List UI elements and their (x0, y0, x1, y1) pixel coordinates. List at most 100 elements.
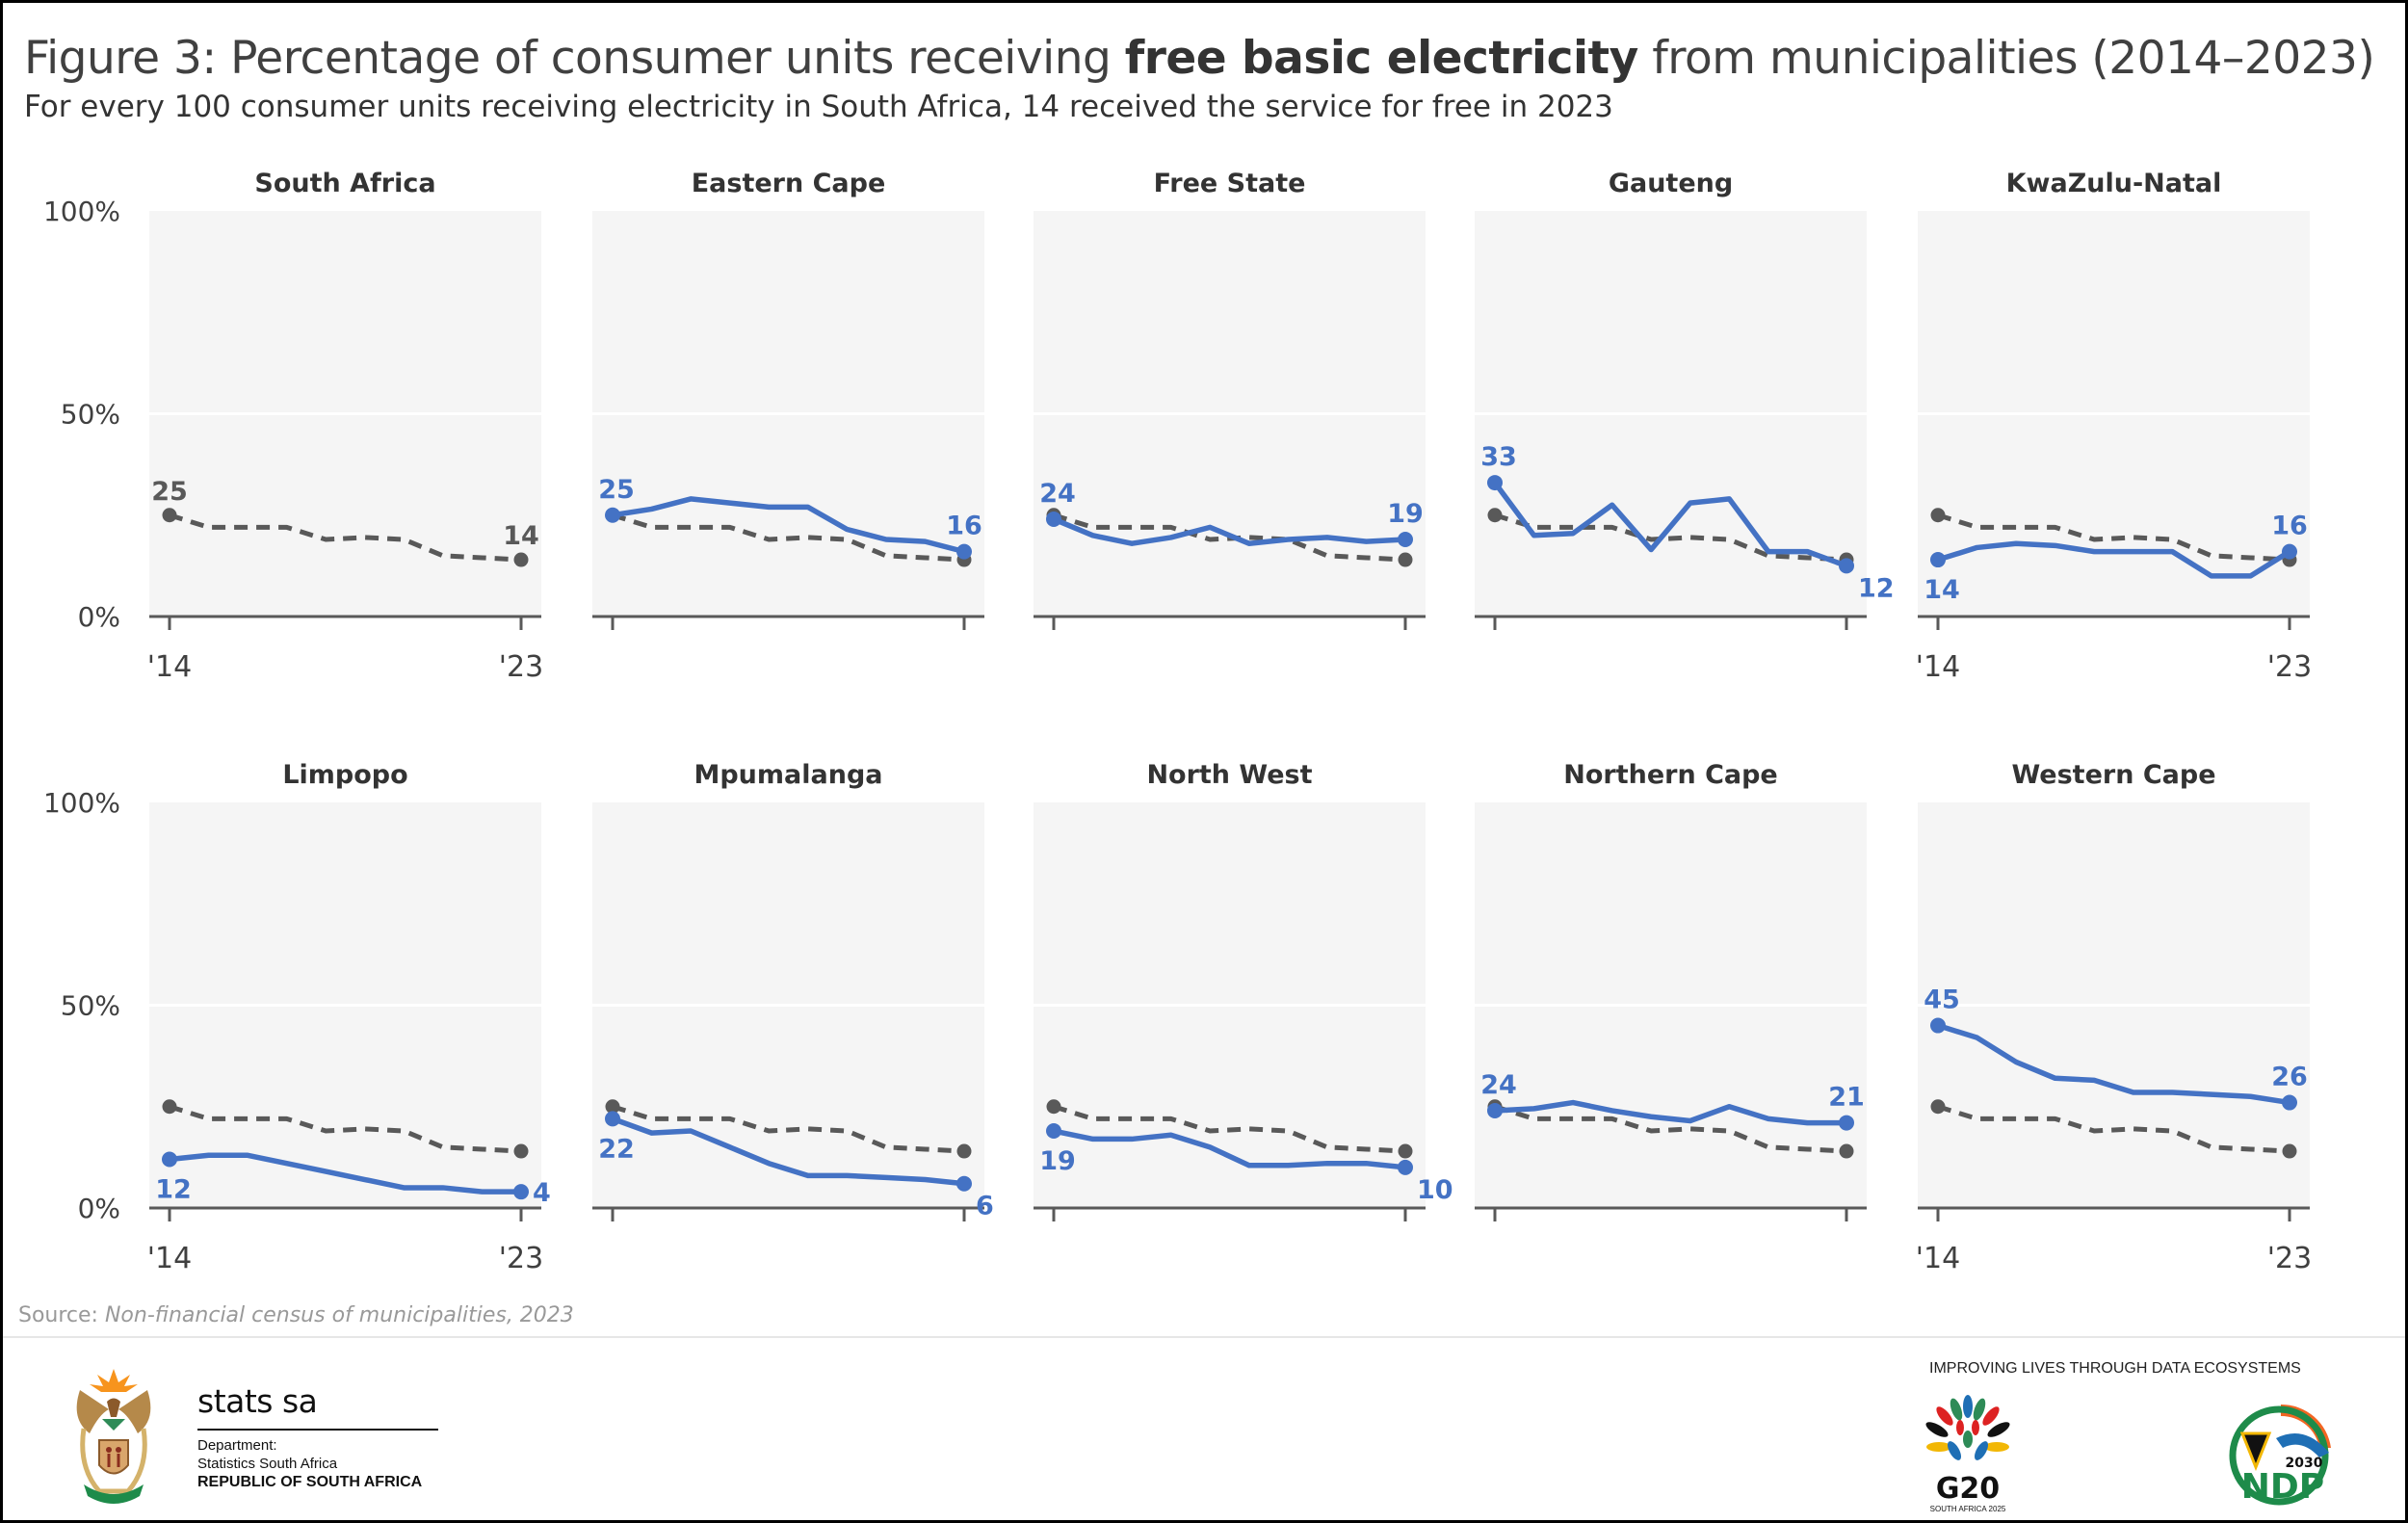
y-tick-label: 0% (78, 1193, 120, 1224)
province-series-line (1937, 1022, 2290, 1106)
national-series-line (1053, 1104, 1406, 1154)
data-label-2023: 12 (1858, 573, 1895, 603)
y-tick-label: 0% (78, 601, 120, 633)
national-series-line (169, 512, 522, 563)
panel-title: North West (1146, 760, 1312, 790)
data-label-2014: 45 (1924, 985, 1960, 1015)
national-point-2014 (1930, 1099, 1946, 1115)
province-series-line (612, 1116, 965, 1187)
province-point-2023 (2282, 1094, 2297, 1111)
panel-mpumalanga: Mpumalanga 22 6 (592, 760, 994, 1221)
figure-subtitle: For every 100 consumer units receiving e… (24, 90, 1613, 124)
data-label-2014: 24 (1039, 479, 1076, 509)
national-point-2014 (605, 1099, 620, 1115)
data-label-2014: 24 (1480, 1070, 1517, 1100)
panel-title: Western Cape (2011, 760, 2215, 790)
x-tick-label-2014: '14 (147, 650, 192, 684)
province-point-2023 (513, 1184, 529, 1200)
title-bold: free basic electricity (1124, 32, 1638, 85)
panel-free-state: Free State 24 19 (1034, 169, 1426, 630)
org-name: stats sa (197, 1382, 318, 1420)
tagline: IMPROVING LIVES THROUGH DATA ECOSYSTEMS (1929, 1360, 2301, 1377)
data-label-2023: 6 (976, 1192, 994, 1221)
province-point-2014 (1930, 552, 1946, 568)
data-label-2023: 21 (1828, 1083, 1865, 1113)
national-point-2023 (1839, 1143, 1854, 1159)
x-tick-label-2023: '23 (2267, 650, 2312, 684)
national-series-line (1494, 1104, 1847, 1154)
national-point-2023 (2282, 1143, 2297, 1159)
province-point-2014 (1046, 1123, 1061, 1140)
panel-title: South Africa (254, 169, 435, 198)
panel-title: Mpumalanga (694, 760, 882, 790)
data-label-2023: 14 (503, 521, 539, 551)
data-label-2014: 25 (151, 477, 188, 507)
x-tick-label-2023: '23 (499, 650, 543, 684)
province-series-line (1937, 540, 2291, 579)
province-point-2023 (956, 1175, 972, 1192)
national-point-2023 (513, 552, 529, 567)
stats-sa-logo: stats sa Department: Statistics South Af… (70, 1361, 475, 1506)
province-point-2014 (1930, 1017, 1946, 1034)
province-series-line (1494, 1099, 1846, 1126)
national-series-line (612, 1104, 965, 1154)
source-label: Source: (18, 1303, 105, 1327)
ndp-text: NDP (2241, 1467, 2324, 1506)
data-label-2023: 16 (2271, 512, 2308, 541)
province-point-2014 (162, 1151, 177, 1168)
data-label-2023: 16 (946, 512, 982, 541)
panel-south-africa: South Africa 0% 50% 100% '14 '23 25 14 (43, 169, 543, 684)
x-tick-label-2023: '23 (2267, 1242, 2312, 1275)
panel-north-west: North West 19 10 (1034, 760, 1453, 1221)
panel-western-cape: Western Cape '14 '23 45 26 (1916, 760, 2312, 1275)
x-tick-label-2014: '14 (1916, 650, 1960, 684)
g20-subtext: SOUTH AFRICA 2025 (1930, 1505, 2006, 1513)
dept-label: Department: (197, 1437, 277, 1454)
small-multiples-chart: South Africa 0% 50% 100% '14 '23 25 14 Eastern C… (43, 169, 2312, 1275)
x-tick-label-2014: '14 (147, 1242, 192, 1275)
data-label-2014: 22 (598, 1134, 635, 1164)
y-tick-label: 100% (43, 196, 120, 227)
data-label-2014: 33 (1480, 442, 1517, 472)
data-label-2023: 4 (533, 1178, 551, 1208)
y-tick-label: 50% (61, 399, 120, 431)
national-point-2014 (1046, 1099, 1061, 1115)
national-series-line (169, 1104, 522, 1154)
province-point-2023 (1398, 532, 1413, 548)
footer-divider (3, 1336, 2405, 1338)
national-point-2023 (1398, 552, 1413, 567)
national-point-2014 (1930, 508, 1946, 523)
province-series-line (1053, 1128, 1406, 1170)
panel-title: Free State (1154, 169, 1306, 198)
national-point-2023 (1398, 1143, 1413, 1159)
title-prefix: Figure 3: Percentage of consumer units r… (24, 32, 1125, 85)
province-series-line (1492, 481, 1847, 568)
national-point-2014 (162, 1099, 177, 1115)
national-point-2014 (1487, 508, 1503, 523)
national-point-2023 (956, 1143, 972, 1159)
panel-limpopo: Limpopo 0% 50% 100% '14 '23 12 4 (43, 760, 551, 1275)
province-point-2023 (1839, 558, 1854, 574)
panel-title: Eastern Cape (692, 169, 886, 198)
national-series-line (1053, 512, 1406, 563)
province-series-line (1052, 516, 1406, 546)
province-point-2023 (2282, 543, 2297, 560)
panel-title: Northern Cape (1563, 760, 1778, 790)
coat-of-arms-icon (76, 1369, 151, 1504)
province-point-2023 (1398, 1159, 1413, 1175)
province-point-2014 (605, 1111, 620, 1127)
ndp-2030-logo-icon: 2030 NDP (2229, 1404, 2331, 1506)
g20-text: G20 (1936, 1472, 2000, 1506)
department-block: Department: Statistics South Africa REPU… (197, 1436, 422, 1491)
national-series-line (612, 512, 965, 563)
national-series-line (1937, 512, 2290, 563)
x-tick-label-2014: '14 (1916, 1242, 1960, 1275)
national-point-2023 (513, 1143, 529, 1159)
panel-gauteng: Gauteng 33 12 (1475, 169, 1895, 630)
data-label-2014: 19 (1039, 1146, 1076, 1176)
national-series-line (1494, 512, 1847, 563)
panel-northern-cape: Northern Cape 24 21 (1475, 760, 1867, 1221)
y-tick-label: 100% (43, 787, 120, 819)
province-point-2023 (956, 543, 972, 560)
dept-name: Statistics South Africa (197, 1456, 338, 1472)
